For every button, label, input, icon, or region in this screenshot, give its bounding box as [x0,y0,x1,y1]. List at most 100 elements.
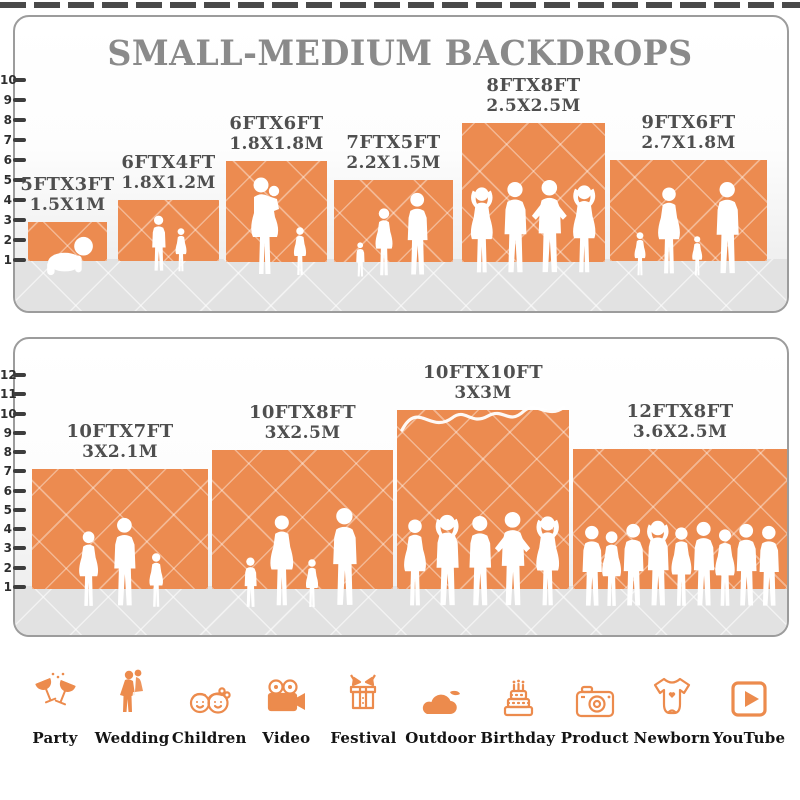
ruler-tick [13,118,26,122]
ruler-number: 7 [3,133,12,147]
category-label: Children [171,729,247,747]
category-label: Video [262,729,311,747]
ruler-tick [13,430,26,435]
ruler-number: 2 [3,560,12,575]
girl-silhouette [689,236,705,277]
category-item-party: Party [20,668,90,747]
backdrop-box-7ftx5ft [334,180,453,262]
ruler-mark-7ft: 7 [0,133,26,147]
woman-up-silhouette [527,515,568,609]
category-item-product: Product [560,668,630,747]
ruler-mark-6ft: 6 [0,153,26,167]
size-meters-text: 2.5X2.5M [486,96,581,116]
birthday-icon [496,668,540,720]
girl-silhouette [631,232,649,277]
ruler-tick [13,198,26,202]
people-silhouettes [397,511,569,609]
man-silhouette [400,192,434,278]
newborn-icon [649,668,695,720]
outdoor-icon [416,668,466,720]
ruler-number: 6 [3,483,12,498]
backdrop-box-6ftx4ft [118,200,219,261]
ruler-tick [13,218,26,222]
ruler-mark-9ft: 9 [0,93,26,107]
ruler-tick [13,158,26,162]
people-silhouettes [573,519,787,609]
video-icon [262,668,310,720]
category-label: Wedding [94,729,170,747]
category-label: YouTube [712,729,786,747]
size-feet-text: 12FTX8FT [626,401,734,422]
man-silhouette [324,507,365,609]
ruler-number: 8 [3,113,12,127]
ruler-tick [13,584,26,589]
ruler-number: 2 [3,233,12,247]
size-meters-text: 2.2X1.5M [346,153,441,173]
ruler-tick [13,488,26,493]
ruler-tick [13,138,26,142]
backdrop-size-label: 10FTX8FT 3X2.5M [218,402,388,444]
party-icon [32,668,78,720]
category-label: Festival [330,729,397,747]
category-label: Birthday [480,729,555,747]
people-silhouettes [212,507,393,609]
backdrop-box-5ftx3ft [28,222,107,261]
girl-silhouette [145,553,167,609]
floor-strip [15,586,787,635]
category-item-newborn: Newborn [633,668,710,747]
ruler-tick [13,527,26,532]
toddler-silhouette [240,557,261,609]
ruler-number: 4 [3,522,12,537]
people-silhouettes [462,179,605,276]
ruler-tick [13,98,26,102]
festival-icon [341,668,385,720]
ruler-number: 3 [3,213,12,227]
people-silhouettes [226,177,327,277]
size-meters-text: 3X2.1M [82,442,158,462]
ruler-mark-8ft: 8 [0,445,26,459]
ruler-tick [13,392,26,397]
backdrop-box-10ftx7ft [32,469,208,589]
boy-silhouette [147,215,170,273]
baby-silhouette [35,235,100,277]
ruler-tick [13,78,26,82]
ruler-number: 11 [0,387,17,402]
ruler-tick [13,469,26,474]
ruler-mark-4ft: 4 [0,193,26,207]
size-meters-text: 1.8X1.8M [229,134,324,154]
ruler-mark-1ft: 1 [0,580,26,594]
man-silhouette [106,517,143,609]
category-label: Newborn [633,729,711,747]
category-item-children: Children [171,668,247,747]
category-label: Product [560,729,629,747]
category-item-wedding: Wedding [94,668,170,747]
tape-measure-strip [0,2,800,8]
mother-silhouette [244,177,288,277]
backdrop-box-6ftx6ft [226,161,327,262]
people-silhouettes [334,192,453,278]
size-meters-text: 1.8X1.2M [121,173,216,193]
ruler-mark-10ft: 10 [0,73,26,87]
children-icon [185,668,233,720]
ruler-mark-10ft: 10 [0,407,26,421]
size-meters-text: 2.7X1.8M [641,133,736,153]
size-feet-text: 10FTX10FT [422,362,543,383]
toddler-silhouette [353,242,367,278]
backdrop-size-label: 6FTX6FT 1.8X1.8M [192,113,362,155]
ruler-tick [13,507,26,512]
ruler-tick [13,411,26,416]
category-item-youtube: YouTube [712,668,786,747]
backdrop-size-label: 9FTX6FT 2.7X1.8M [604,112,774,154]
size-feet-text: 8FTX8FT [486,75,581,96]
size-feet-text: 10FTX7FT [66,421,174,442]
ruler-mark-2ft: 2 [0,561,26,575]
size-feet-text: 6FTX4FT [121,152,216,173]
size-feet-text: 6FTX6FT [229,113,324,134]
girl-silhouette [290,227,310,277]
youtube-icon [728,668,770,720]
ruler-tick [13,565,26,570]
ruler-mark-11ft: 11 [0,387,26,401]
ruler-mark-5ft: 5 [0,173,26,187]
man-silhouette [752,525,786,609]
backdrop-box-8ftx8ft [462,123,605,262]
